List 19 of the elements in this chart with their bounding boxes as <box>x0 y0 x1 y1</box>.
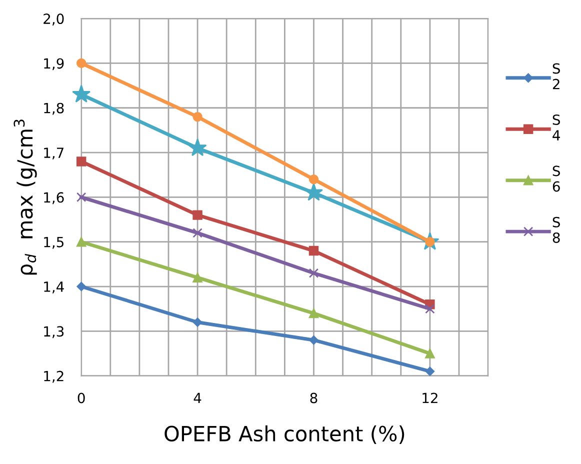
x-axis-title: OPEFB Ash content (%) <box>164 425 404 444</box>
y-tick-label: 1,4 <box>44 282 64 294</box>
x-tick-label: 12 <box>422 392 438 404</box>
y-tick-label: 1,6 <box>44 192 64 204</box>
y-tick-label: 1,9 <box>44 58 64 70</box>
y-axis-title: ρ$_{d}$ max (g/cm$^{3}$ <box>14 120 37 275</box>
y-tick-label: 1,2 <box>44 370 64 383</box>
y-tick-label: 1,3 <box>44 326 64 338</box>
x-tick-label: 0 <box>78 392 85 404</box>
y-tick-label: 2,0 <box>44 14 64 26</box>
x-tick-label: 8 <box>310 392 318 404</box>
x-tick-label: 4 <box>194 392 202 404</box>
y-tick-label: 1,8 <box>44 102 64 115</box>
legend-label: S 6 <box>552 166 560 192</box>
legend-label: S 2 <box>552 63 560 90</box>
legend-label: S 8 <box>552 216 560 243</box>
y-tick-label: 1,5 <box>44 237 64 249</box>
y-tick-label: 1,7 <box>44 148 64 160</box>
legend-label: S 4 <box>552 114 560 140</box>
